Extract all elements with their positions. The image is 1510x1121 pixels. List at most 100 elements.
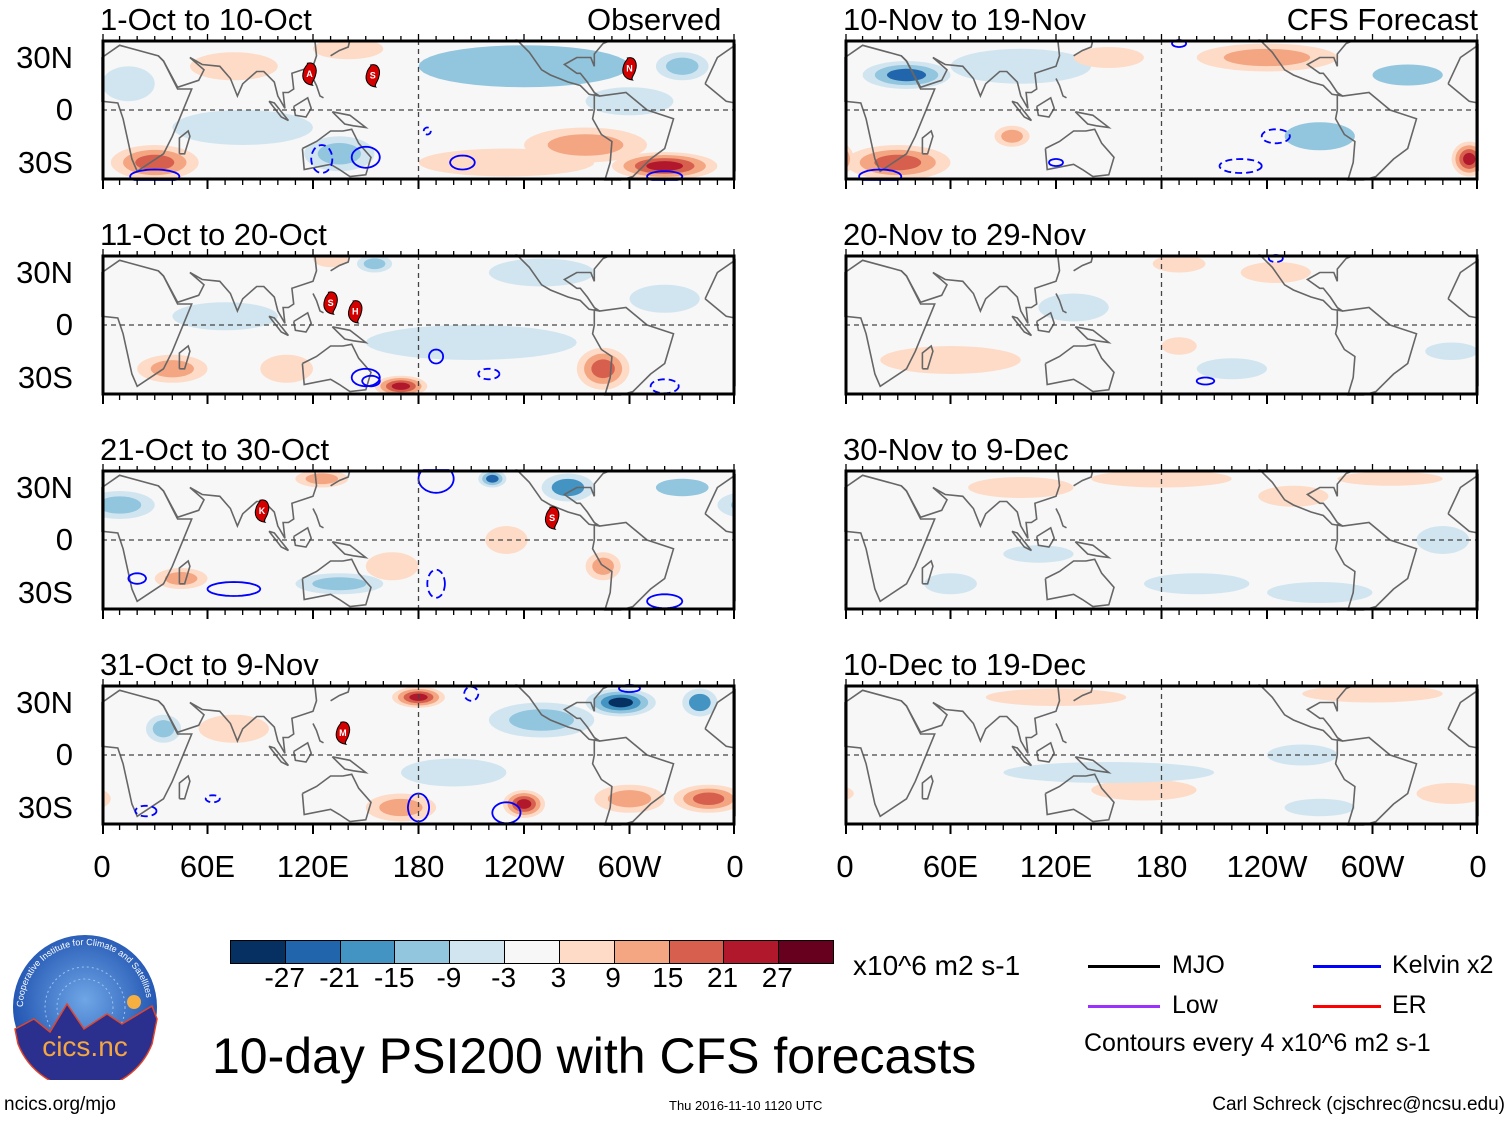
panel-title: 21-Oct to 30-Oct [100,432,330,467]
tropical-storm-icon: M [335,721,351,745]
anomaly-shading [1463,152,1476,166]
anomaly-shading [1001,129,1023,143]
coastline [101,474,193,603]
map-panel [844,34,1479,189]
coastline [312,78,324,99]
anomaly-shading [317,143,361,165]
coastline [1073,254,1094,272]
lat-label: 30N [16,39,73,75]
anomaly-shading [486,474,499,483]
anomaly-shading [1091,779,1197,801]
legend-kelvin-label: Kelvin x2 [1392,951,1494,979]
anomaly-shading [1416,783,1478,804]
kelvin-contour [204,794,221,804]
map-frame [101,684,736,826]
map-frame [844,254,1479,396]
coastline [330,39,351,57]
lon-label: 120E [276,849,350,884]
colorbar-tick-label: 15 [652,962,684,993]
footer-url[interactable]: ncics.org/mjo [4,1094,116,1115]
anomaly-shading [488,258,595,287]
coastline [101,689,193,818]
colorbar-swatch [504,941,559,963]
anomaly-shading [629,284,700,313]
colorbar-tick-label: -21 [319,962,360,993]
coastline [515,39,613,97]
kelvin-contour [426,568,446,599]
lat-label: 0 [55,307,73,342]
coastline [921,344,934,370]
tropical-storm-icon: H [347,300,363,324]
anomaly-shading [1284,798,1355,817]
anomaly-shading [887,68,927,82]
colorbar-swatch [723,941,779,963]
map-frame [844,39,1479,181]
anomaly-shading [1143,573,1250,595]
anomaly-shading [313,40,384,60]
coastline [515,469,613,527]
coastline [157,469,318,539]
coastline [178,129,191,155]
map-frame [101,254,736,396]
lat-label: 0 [55,737,73,772]
kelvin-contour [646,593,684,610]
storm-letter: M [339,728,347,738]
kelvin-contour [649,378,680,395]
coastline [1044,558,1115,608]
coastline [844,474,936,603]
anomaly-shading [1372,64,1443,86]
anomaly-shading [950,48,1092,84]
coastline [331,111,369,129]
coastline [101,259,193,388]
panel-title: 1-Oct to 10-Oct [100,2,312,37]
coastline [1073,684,1094,702]
coastline [900,39,1061,109]
lon-label: 60W [1340,849,1405,884]
colorbar-tick-label: 27 [761,962,793,993]
lat-label: 30N [16,469,73,505]
kelvin-contour [1048,158,1064,167]
anomaly-shading [1152,255,1206,273]
colorbar-tick-label: 21 [706,962,739,993]
coastline [1035,96,1056,118]
kelvin-contour [206,581,262,597]
coastline [1044,773,1115,823]
colorbar-tick-label: -15 [373,962,415,993]
anomaly-shading [152,720,175,738]
anomaly-shading [968,477,1074,498]
coastline [101,44,193,173]
anomaly-shading [608,697,633,708]
kelvin-contour [406,792,431,823]
lon-label: 180 [1135,849,1188,884]
colorbar-tick-label: -9 [436,962,462,993]
coastline [292,526,313,548]
coastline [1055,78,1067,99]
lon-label: 0 [726,849,744,884]
anomaly-shading [313,255,349,268]
kelvin-contour [361,374,381,388]
kelvin-contour [1218,158,1263,174]
coastline [330,469,351,487]
map-frame [101,39,736,181]
footer-credit: Carl Schreck (cjschrec@ncsu.edu) [1212,1094,1505,1115]
coastline [157,39,318,109]
map-panel [844,679,1479,834]
coastline [331,541,369,559]
coastline [312,508,324,529]
anomaly-shading [924,573,977,595]
coastline [330,684,351,702]
coastline [1055,723,1067,744]
map-panel: A SN [101,34,736,189]
anomaly-shading [365,325,577,360]
coastline [331,326,369,344]
kelvin-contour [449,154,476,171]
coastline [1035,741,1056,763]
coastline [921,559,934,585]
coastline [515,254,613,312]
coastline [268,315,290,337]
coastline [900,254,1061,324]
contour-interval-note: Contours every 4 x10^6 m2 s-1 [1084,1029,1431,1057]
anomaly-shading [1302,685,1443,703]
anomaly-shading [655,478,709,497]
kelvin-contour [310,144,334,174]
